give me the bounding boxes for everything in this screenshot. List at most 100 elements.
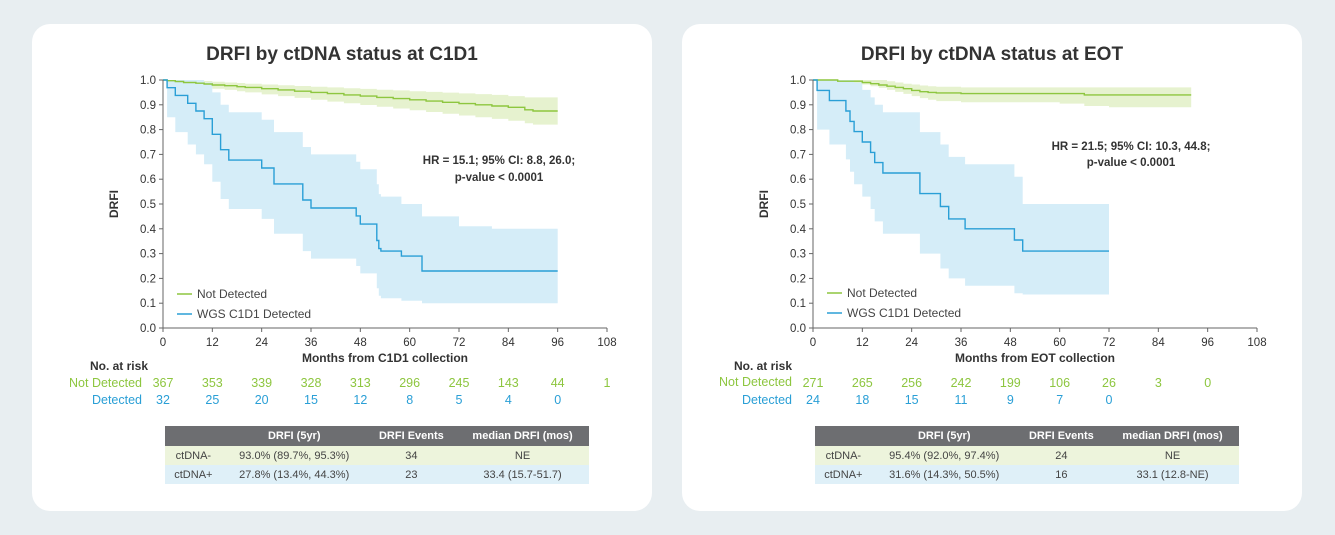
x-tick-label: 12 [856, 337, 869, 349]
x-tick-label: 84 [502, 337, 515, 349]
x-tick-label: 36 [955, 337, 968, 349]
stats-row-ctdna-positive: ctDNA+ 27.8% (13.4%, 44.3%) 23 33.4 (15.… [165, 465, 589, 484]
y-tick-label: 0.1 [790, 298, 806, 310]
confidence-bands [813, 80, 1192, 295]
y-tick-label: 0.4 [790, 224, 807, 236]
risk-value: 199 [1000, 376, 1021, 390]
risk-value: 24 [806, 393, 820, 407]
x-tick-label: 48 [354, 337, 367, 349]
stats-cell: 23 [366, 465, 457, 484]
ci-band-detected [813, 80, 1109, 295]
legend-label-detected: WGS C1D1 Detected [197, 307, 311, 321]
risk-value: 8 [406, 393, 413, 407]
stats-header-cell: median DRFI (mos) [1106, 426, 1239, 446]
stats-cell: 16 [1016, 465, 1107, 484]
x-tick-labels: 0 12 24 36 48 60 72 84 96 108 [160, 328, 617, 349]
hr-annotation-line2: p-value < 0.0001 [1087, 157, 1176, 169]
x-tick-label: 96 [551, 337, 564, 349]
legend-label-detected: WGS C1D1 Detected [847, 306, 961, 320]
risk-value: 256 [901, 376, 922, 390]
y-tick-label: 0.0 [790, 323, 806, 335]
legend-label-not-detected: Not Detected [847, 286, 917, 300]
km-curve-detected [813, 79, 1109, 252]
y-tick-label: 0.3 [790, 249, 806, 261]
km-chart-eot: DRFI by ctDNA status at EOT 0.0 0.1 0.2 0.3… [719, 44, 1267, 407]
drfi-stats-table: DRFI (5yr) DRFI Events median DRFI (mos)… [165, 426, 589, 484]
km-curve-not-detected [163, 79, 558, 112]
x-tick-label: 108 [1247, 337, 1266, 349]
x-tick-label: 108 [597, 337, 616, 349]
y-tick-label: 0.8 [790, 125, 806, 137]
stats-header-cell: DRFI (5yr) [221, 426, 367, 446]
hr-annotation-line1: HR = 15.1; 95% CI: 8.8, 26.0; [423, 155, 575, 167]
risk-value: 18 [855, 393, 869, 407]
x-tick-label: 24 [255, 337, 268, 349]
survival-curves [163, 79, 558, 272]
survival-curves [813, 79, 1192, 252]
risk-value: 44 [551, 376, 565, 390]
y-tick-labels: 0.0 0.1 0.2 0.3 0.4 0.5 0.6 0.7 0.8 0.9 1.0 [140, 75, 163, 335]
km-curve-not-detected [813, 79, 1192, 96]
risk-value: 367 [153, 376, 174, 390]
risk-value: 0 [1106, 393, 1113, 407]
stats-header-cell: DRFI (5yr) [871, 426, 1017, 446]
chart-card-eot: DRFI by ctDNA status at EOT 0.0 0.1 0.2 0.3… [682, 24, 1302, 511]
risk-value: 11 [955, 393, 968, 407]
x-tick-label: 36 [305, 337, 318, 349]
stats-row-ctdna-negative: ctDNA- 93.0% (89.7%, 95.3%) 34 NE [165, 446, 589, 465]
risk-values: 271 265 256 242 199 106 26 3 024 18 15 11 9 7 0 [803, 376, 1212, 407]
risk-row-label-detected: Detected [92, 393, 142, 407]
stats-cell: 34 [366, 446, 457, 465]
risk-value: 7 [1056, 393, 1063, 407]
risk-value: 339 [251, 376, 272, 390]
y-tick-label: 1.0 [790, 75, 806, 87]
risk-value: 5 [456, 393, 463, 407]
y-tick-label: 0.2 [790, 273, 806, 285]
stats-header-cell: median DRFI (mos) [456, 426, 589, 446]
x-axis-title: Months from EOT collection [955, 351, 1115, 365]
stats-row-ctdna-negative: ctDNA- 95.4% (92.0%, 97.4%) 24 NE [815, 446, 1239, 465]
risk-values: 367 353 339 328 313 296 245 143 44 1 32 25 20 15 12 8 5 4… [153, 376, 611, 407]
risk-value: 4 [505, 393, 512, 407]
stats-cell: ctDNA+ [815, 465, 872, 484]
risk-row-label-detected: Detected [742, 393, 792, 407]
risk-value: 353 [202, 376, 223, 390]
risk-value: 12 [353, 393, 367, 407]
y-tick-label: 0.8 [140, 125, 156, 137]
stats-cell: 33.1 (12.8-NE) [1106, 465, 1239, 484]
x-tick-label: 72 [1103, 337, 1116, 349]
stats-cell: ctDNA- [165, 446, 222, 465]
x-tick-label: 60 [403, 337, 416, 349]
risk-value: 245 [449, 376, 470, 390]
risk-value: 1 [604, 376, 611, 390]
stats-row-ctdna-positive: ctDNA+ 31.6% (14.3%, 50.5%) 16 33.1 (12.… [815, 465, 1239, 484]
stats-cell: NE [1106, 446, 1239, 465]
stats-header-cell: DRFI Events [366, 426, 457, 446]
risk-value: 271 [803, 376, 824, 390]
risk-table-header: No. at risk [90, 359, 148, 373]
km-chart-c1d1: DRFI by ctDNA status at C1D1 0.00.10.20.… [69, 44, 617, 407]
y-tick-labels: 0.0 0.1 0.2 0.3 0.4 0.5 0.6 0.7 0.8 0.9 1.0 [790, 75, 813, 335]
risk-value: 9 [1007, 393, 1014, 407]
y-tick-label: 0.1 [140, 298, 156, 310]
x-tick-label: 60 [1053, 337, 1066, 349]
stats-cell: 93.0% (89.7%, 95.3%) [221, 446, 367, 465]
stats-cell: 24 [1016, 446, 1107, 465]
risk-value: 0 [1204, 376, 1211, 390]
y-tick-label: 0.7 [140, 149, 156, 161]
y-tick-label: 0.9 [140, 100, 156, 112]
y-tick-label: 0.5 [790, 199, 806, 211]
y-tick-label: 0.9 [790, 100, 806, 112]
x-tick-label: 24 [905, 337, 918, 349]
stats-header-row: DRFI (5yr) DRFI Events median DRFI (mos) [165, 426, 589, 446]
risk-value: 328 [301, 376, 322, 390]
ci-band-detected [163, 80, 558, 304]
y-tick-label: 0.2 [140, 273, 156, 285]
y-axis-title: DRFI [757, 190, 771, 218]
x-tick-label: 0 [160, 337, 166, 349]
stats-cell: 95.4% (92.0%, 97.4%) [871, 446, 1017, 465]
hr-annotation-line2: p-value < 0.0001 [455, 172, 544, 184]
hr-annotation-line1: HR = 21.5; 95% CI: 10.3, 44.8; [1052, 141, 1211, 153]
stats-cell: ctDNA+ [165, 465, 222, 484]
chart-title: DRFI by ctDNA status at C1D1 [206, 44, 478, 65]
